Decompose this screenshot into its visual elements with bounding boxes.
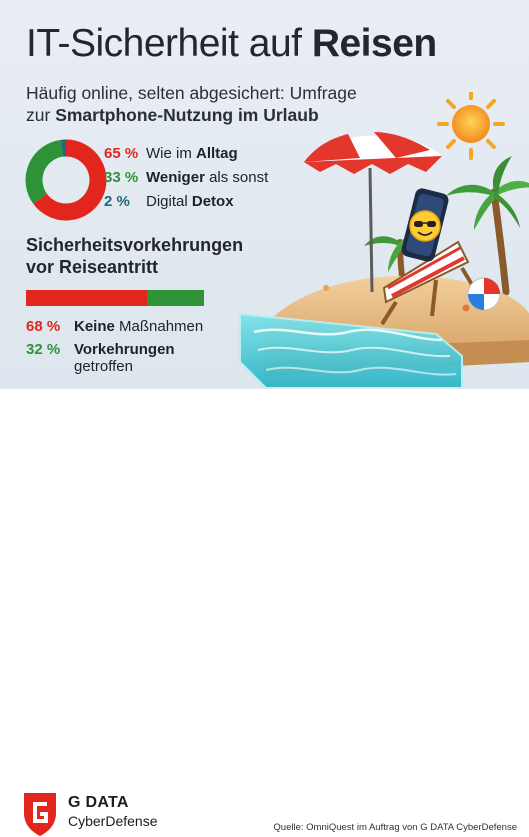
beach-illustration (236, 92, 529, 388)
page-title: IT-Sicherheit auf Reisen (26, 22, 437, 66)
legend-label-detox: Digital Detox (146, 193, 234, 210)
bar-segment-2 (147, 290, 204, 306)
precautions-bold-taken: Vorkehrungen (74, 341, 175, 358)
legend-text-alltag: Wie im (146, 145, 192, 162)
legend-text-detox: Digital (146, 193, 188, 210)
precautions-line2-taken: getroffen (74, 358, 133, 375)
precautions-title-sub: vor Reiseantritt (26, 257, 158, 277)
precautions-title: Sicherheitsvorkehrungen vor Reiseantritt (26, 234, 243, 278)
precautions-bold-none: Keine (74, 318, 115, 335)
brand-block: G DATA CyberDefense (68, 793, 158, 830)
footer: G DATA CyberDefense Quelle: OmniQuest im… (0, 388, 529, 467)
beach-ball-icon (468, 278, 500, 310)
legend-label-alltag: Wie im Alltag (146, 145, 238, 162)
precautions-title-bold: Sicherheitsvorkehrungen (26, 235, 243, 255)
title-bold: Reisen (312, 22, 437, 65)
data-label-keine: 68 % (26, 318, 74, 335)
data-label-alltag: 65 % (104, 145, 146, 162)
data-label-weniger: 33 % (104, 169, 146, 186)
precautions-suffix-none: Maßnahmen (119, 318, 203, 335)
precautions-row-none: 68 % Keine Maßnahmen (26, 318, 203, 335)
donut-slice-2 (34, 148, 62, 199)
bar-segment-1 (26, 290, 147, 306)
gdata-shield-logo-icon (22, 789, 58, 837)
precautions-label-none: Keine Maßnahmen (74, 318, 203, 335)
palm-tree-right-icon (446, 156, 529, 292)
subtitle-prefix: zur (26, 105, 50, 125)
data-label-detox: 2 % (104, 193, 146, 210)
source-note: Quelle: OmniQuest im Auftrag von G DATA … (273, 822, 517, 833)
legend-bold-alltag: Alltag (196, 145, 238, 162)
legend-bold-detox: Detox (192, 193, 234, 210)
title-regular: IT-Sicherheit auf (26, 22, 301, 65)
precautions-stacked-bar (26, 290, 204, 306)
infographic-panel: IT-Sicherheit auf Reisen Häufig online, … (0, 0, 529, 388)
brand-sub: CyberDefense (68, 812, 158, 830)
sun-icon (439, 92, 503, 158)
data-label-vorkehrungen: 32 % (26, 341, 74, 375)
legend-bold-weniger: Weniger (146, 169, 205, 186)
brand-name: G DATA (68, 793, 158, 812)
usage-donut-chart (24, 138, 108, 222)
